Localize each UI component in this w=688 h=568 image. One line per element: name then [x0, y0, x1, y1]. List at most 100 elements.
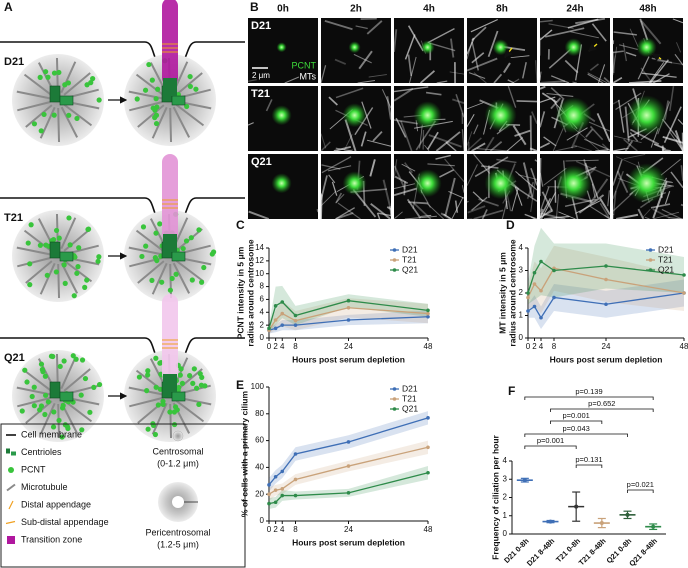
microtubule-signal — [393, 165, 406, 190]
pcnt-dot — [196, 227, 202, 233]
pcnt-dot — [155, 86, 161, 92]
pcnt-dot — [149, 77, 155, 83]
data-point — [426, 314, 430, 319]
microtubule-signal — [451, 196, 464, 220]
microtubule-signal — [623, 154, 646, 160]
row-label: T21 — [251, 88, 270, 100]
pcnt-dot — [171, 421, 178, 428]
data-point — [526, 291, 530, 295]
microtubule-signal — [381, 89, 392, 109]
x-tick-label: 4 — [280, 525, 285, 534]
microtubule-signal — [587, 73, 604, 84]
microtubule-signal — [539, 19, 553, 23]
microtubule-signal — [454, 200, 459, 213]
microtubule-signal — [599, 202, 611, 220]
legend-swatch — [392, 248, 397, 252]
error-band — [269, 285, 428, 333]
legend-icon — [5, 520, 16, 525]
y-tick-label: 2 — [519, 288, 524, 297]
pcnt-dot — [60, 402, 66, 409]
microtubule — [17, 397, 51, 408]
microtubule-signal — [466, 102, 484, 110]
microtubule-signal — [468, 72, 486, 80]
microtubule-signal — [539, 142, 550, 149]
pcnt-dot — [82, 375, 89, 382]
microtubule-signal — [503, 62, 511, 74]
microtubule-signal — [466, 137, 482, 152]
pcnt-dot — [187, 73, 193, 80]
microtubule-signal — [404, 162, 413, 174]
y-tick-label: 0 — [260, 516, 265, 525]
legend-icon — [6, 448, 10, 454]
pcnt-dot — [67, 242, 73, 248]
data-point — [346, 464, 351, 468]
microtubule-signal — [471, 142, 486, 152]
pcnt-dot — [50, 424, 57, 430]
pcnt-signal — [342, 171, 367, 196]
data-point — [552, 295, 556, 300]
microtubule-signal — [578, 194, 605, 214]
data-point — [346, 440, 351, 444]
significance-bracket — [524, 396, 654, 400]
data-point — [280, 311, 285, 316]
legend-label: Q21 — [402, 403, 418, 413]
significance-bracket — [524, 445, 577, 449]
pcnt-dot — [66, 215, 72, 221]
microtubule-signal — [466, 57, 498, 72]
y-tick-label: 2 — [260, 320, 265, 329]
y-tick-label: 40 — [255, 463, 264, 472]
x-tick-label: 2 — [532, 342, 537, 351]
microtubule — [151, 106, 168, 139]
pcnt-signal — [413, 101, 442, 130]
data-point — [682, 291, 686, 295]
pcnt-dot — [197, 371, 203, 377]
x-tick-label: T21 8-48h — [577, 536, 608, 567]
microtubule-signal — [612, 76, 623, 84]
microtubule-signal — [473, 209, 504, 220]
microtubule — [63, 104, 93, 127]
microtubule-signal — [669, 86, 675, 111]
data-point — [293, 493, 298, 498]
pcnt-dot — [95, 258, 101, 264]
microtubule-signal — [471, 52, 485, 64]
microtubule-signal — [404, 34, 416, 60]
data-point — [267, 492, 271, 497]
error-band — [269, 440, 428, 501]
microtubule-signal — [640, 20, 662, 45]
data-point — [273, 474, 278, 479]
microtubule-signal — [514, 129, 531, 137]
legend-label: Sub-distal appendage — [21, 517, 109, 527]
data-point — [346, 491, 351, 495]
y-tick-label: 1 — [503, 511, 508, 520]
microtubule — [23, 73, 53, 96]
microtubule-signal — [648, 62, 665, 84]
pcnt-dot — [152, 431, 159, 438]
microtubule-signal — [612, 46, 618, 76]
microtubule — [128, 246, 163, 256]
y-tick-label: 2 — [503, 493, 508, 502]
x-tick-label: 8 — [293, 342, 298, 351]
microtubule-signal — [637, 56, 650, 80]
microtubule-signal — [615, 213, 639, 220]
microtubule-signal — [320, 141, 331, 152]
microtubule-signal — [467, 205, 486, 214]
x-tick-label: 4 — [280, 342, 285, 351]
microtubule-signal — [353, 53, 372, 64]
x-tick-label: 0 — [267, 342, 272, 351]
pcnt-dot — [37, 407, 43, 413]
y-tick-label: 60 — [255, 436, 264, 445]
pcnt-dot — [65, 80, 71, 86]
microtubule-signal — [619, 44, 638, 51]
y-tick-label: 8 — [260, 282, 265, 291]
microtubule-signal — [554, 145, 578, 152]
microtubule-signal — [541, 92, 558, 104]
centriole — [49, 85, 61, 103]
centriole — [171, 251, 186, 262]
legend-swatch — [392, 268, 397, 272]
y-tick-label: 0 — [519, 333, 524, 342]
microtubule — [175, 228, 203, 252]
pcnt-dot — [198, 382, 204, 388]
pcnt-dot — [167, 287, 173, 293]
microtubule-signal — [320, 190, 337, 207]
